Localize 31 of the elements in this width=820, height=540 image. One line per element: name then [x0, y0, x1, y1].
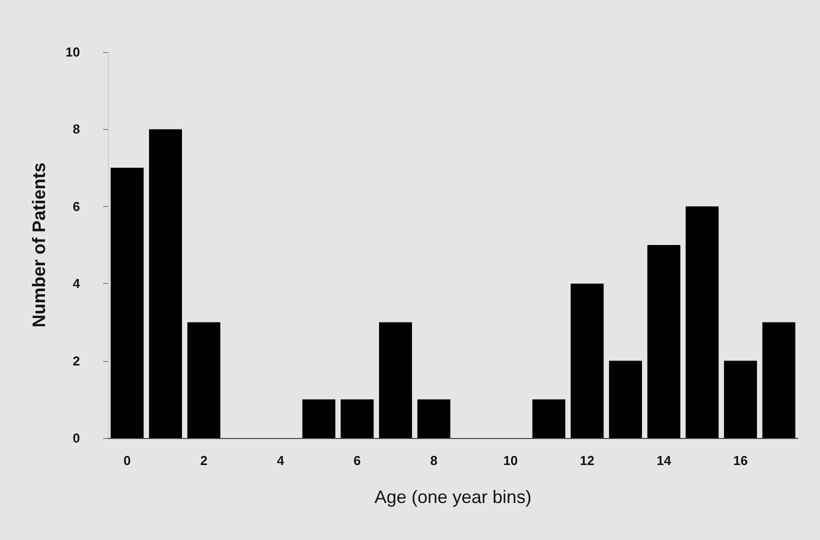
- y-tick-label: 0: [72, 430, 80, 446]
- y-tick-label: 2: [72, 353, 80, 368]
- x-tick-label: 12: [580, 453, 594, 468]
- y-tick-label: 4: [72, 276, 81, 292]
- x-tick-label: 14: [656, 453, 672, 468]
- y-tick-label: 6: [72, 198, 80, 214]
- y-tick-label: 8: [72, 122, 80, 137]
- bar: [417, 399, 450, 438]
- x-tick-label: 8: [430, 453, 438, 468]
- bar: [570, 284, 604, 438]
- x-tick-label: 10: [503, 453, 518, 468]
- x-tick-label: 4: [276, 453, 285, 468]
- bar: [340, 399, 374, 438]
- bar: [110, 168, 144, 438]
- y-tick-label: 10: [66, 44, 80, 60]
- bar: [609, 360, 642, 438]
- bar: [762, 322, 796, 438]
- x-tick-label: 16: [733, 453, 748, 468]
- x-tick-label: 6: [354, 453, 361, 468]
- x-tick-label: 2: [200, 453, 208, 468]
- bar: [686, 206, 719, 438]
- bar: [647, 245, 680, 438]
- bar: [149, 129, 182, 438]
- bar: [532, 399, 566, 438]
- bar: [187, 322, 220, 438]
- bar: [724, 360, 757, 438]
- x-axis-title: Age (one year bins): [374, 487, 532, 507]
- bar: [379, 322, 412, 438]
- x-tick-label: 0: [124, 453, 131, 468]
- bar: [302, 399, 336, 438]
- y-axis-title: Number of Patients: [29, 162, 49, 328]
